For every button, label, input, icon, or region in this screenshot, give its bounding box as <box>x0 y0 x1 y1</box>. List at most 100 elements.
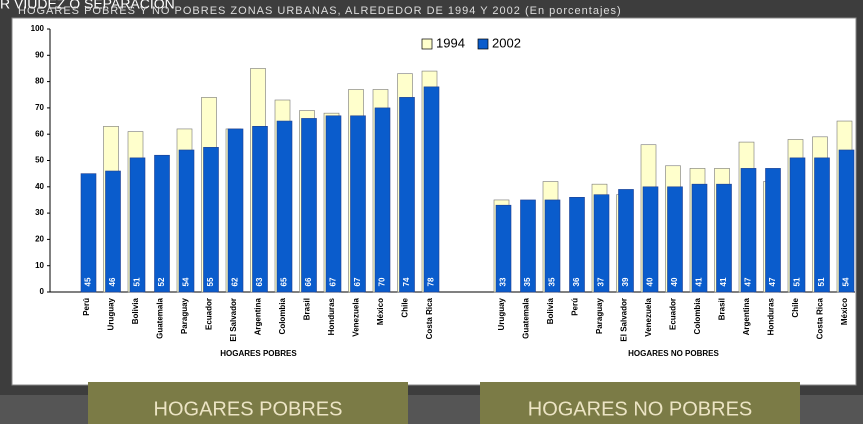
x-tick-label: Argentina <box>742 297 751 335</box>
y-tick-label: 70 <box>35 103 44 112</box>
value-label: 47 <box>744 277 753 286</box>
x-tick-label: Colombia <box>278 297 287 334</box>
bar <box>740 168 757 293</box>
value-label: 35 <box>523 277 532 286</box>
y-tick-label: 30 <box>35 208 44 217</box>
heading: R VIUDEZ O SEPARACION <box>0 0 175 12</box>
bar <box>178 149 195 293</box>
value-label: 37 <box>597 277 606 286</box>
x-tick-label: Bolivia <box>131 297 140 324</box>
bar <box>325 115 342 293</box>
x-tick-label: Bolivia <box>546 297 555 324</box>
y-tick-label: 60 <box>35 129 44 138</box>
x-tick-label: Ecuador <box>205 298 214 330</box>
x-tick-label: Venezuela <box>352 297 361 336</box>
x-tick-label: Paraguay <box>180 297 189 334</box>
bar <box>642 186 659 293</box>
legend-swatch <box>477 38 489 50</box>
x-tick-label: Costa Rica <box>425 297 434 339</box>
value-label: 55 <box>206 277 215 286</box>
value-label: 54 <box>182 277 191 286</box>
x-tick-label: Costa Rica <box>816 297 825 339</box>
x-axis-label: HOGARES NO POBRES <box>628 349 719 358</box>
bar <box>374 107 391 293</box>
value-label: 35 <box>548 277 557 286</box>
value-label: 51 <box>133 277 142 286</box>
legend-label: 2002 <box>492 35 521 50</box>
bar <box>716 183 732 293</box>
bar <box>569 197 585 293</box>
plot: 0 10 20 30 40 50 60 70 80 90 100 1994 2002 45 Perú 46 Ur… <box>31 24 855 358</box>
x-tick-label: El Salvador <box>620 298 629 342</box>
bar <box>154 154 170 293</box>
button-label[interactable]: HOGARES POBRES <box>154 398 343 420</box>
x-tick-label: Guatemala <box>156 297 165 338</box>
value-label: 67 <box>329 277 338 286</box>
x-tick-label: Argentina <box>254 297 263 335</box>
y-tick-label: 80 <box>35 77 44 86</box>
x-tick-label: Guatemala <box>522 297 531 338</box>
x-tick-label: Paraguay <box>595 297 604 334</box>
bar <box>227 128 244 293</box>
value-label: 40 <box>670 277 679 286</box>
legend-label: 1994 <box>436 35 465 50</box>
value-label: 52 <box>157 277 166 286</box>
y-tick-label: 90 <box>35 50 44 59</box>
y-tick-label: 0 <box>40 287 45 296</box>
x-tick-label: Venezuela <box>644 297 653 336</box>
legend-swatch <box>421 38 433 50</box>
button[interactable] <box>88 382 408 424</box>
y-tick-label: 10 <box>35 261 44 270</box>
x-tick-label: México <box>376 298 385 325</box>
bar <box>765 168 781 293</box>
value-label: 74 <box>402 277 411 286</box>
x-tick-label: Perú <box>571 298 580 316</box>
value-label: 39 <box>621 277 630 286</box>
bar <box>80 173 97 293</box>
x-tick-label: México <box>840 298 849 325</box>
value-label: 36 <box>572 277 581 286</box>
x-tick-label: Uruguay <box>497 297 506 330</box>
y-tick-label: 50 <box>35 156 44 165</box>
value-label: 45 <box>84 277 93 286</box>
bar <box>129 157 146 293</box>
x-tick-label: Brasil <box>718 298 727 320</box>
bar <box>544 199 561 293</box>
value-label: 40 <box>646 277 655 286</box>
x-tick-label: Uruguay <box>107 297 116 330</box>
value-label: 78 <box>427 277 436 286</box>
bar <box>301 118 317 293</box>
x-tick-label: Chile <box>401 297 410 317</box>
bar <box>667 186 683 293</box>
x-tick-label: El Salvador <box>229 298 238 342</box>
button[interactable] <box>480 382 800 424</box>
value-label: 63 <box>255 277 264 286</box>
value-label: 62 <box>231 277 240 286</box>
bar <box>814 157 830 293</box>
y-tick-label: 40 <box>35 182 44 191</box>
bar <box>789 157 806 293</box>
bar <box>105 170 121 293</box>
bar <box>276 120 293 293</box>
x-axis-label: HOGARES POBRES <box>220 349 297 358</box>
value-label: 70 <box>378 277 387 286</box>
x-tick-label: Chile <box>791 297 800 317</box>
value-label: 41 <box>695 277 704 286</box>
x-tick-label: Honduras <box>767 297 776 335</box>
y-tick-label: 100 <box>31 24 45 33</box>
value-label: 54 <box>842 277 851 286</box>
value-label: 51 <box>793 277 802 286</box>
subtitle: HOGARES POBRES Y NO POBRES ZONAS URBANAS… <box>18 5 622 17</box>
y-tick-label: 20 <box>35 235 44 244</box>
bar <box>350 115 366 293</box>
button-label[interactable]: HOGARES NO POBRES <box>528 398 753 420</box>
bar <box>252 126 268 293</box>
value-label: 66 <box>304 277 313 286</box>
x-tick-label: Brasil <box>303 298 312 320</box>
x-tick-label: Ecuador <box>669 298 678 330</box>
value-label: 46 <box>108 277 117 286</box>
value-label: 41 <box>719 277 728 286</box>
value-label: 67 <box>353 277 362 286</box>
bar <box>495 204 512 293</box>
